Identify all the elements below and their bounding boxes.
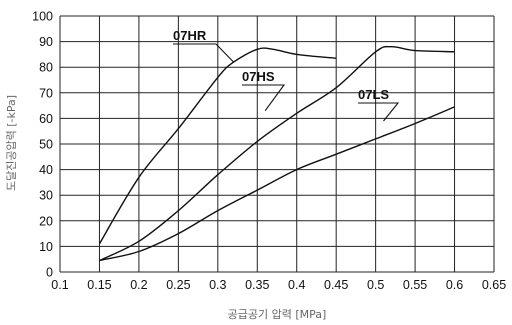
series-leader-07ls [358,102,400,122]
x-tick-label: 0.6 [446,278,463,292]
y-axis-label: 도달진공압력 [-kPa] [5,95,18,191]
x-tick-label: 0.15 [87,278,111,292]
y-tick-label: 90 [39,35,53,49]
x-axis-label: 공급공기 압력 [MPa] [228,308,327,321]
y-tick-label: 20 [39,214,53,228]
series-label-07hs: 07HS [242,69,275,84]
series-lines [98,45,455,262]
series-line-07ls [99,106,455,262]
y-tick-label: 80 [39,61,53,75]
series-labels: 07HR 07HS 07LS [173,28,400,122]
y-tick-label: 60 [39,112,53,126]
y-tick-labels: 0 10 20 30 40 50 60 70 80 90 100 [32,10,53,280]
x-tick-labels: 0.1 0.15 0.2 0.25 0.3 0.35 0.4 0.45 0.5 0.55 0.6 0.… [51,278,506,292]
x-tick-label: 0.55 [403,278,427,292]
y-tick-label: 30 [39,189,53,203]
y-tick-label: 0 [46,266,53,280]
x-tick-label: 0.25 [166,278,190,292]
x-tick-label: 0.65 [482,278,506,292]
series-label-07ls: 07LS [358,87,389,102]
x-tick-label: 0.5 [367,278,384,292]
y-tick-label: 10 [39,240,53,254]
x-tick-label: 0.1 [51,278,68,292]
series-leader-07hr [173,43,234,63]
y-tick-label: 50 [39,138,53,152]
x-tick-label: 0.3 [209,278,226,292]
series-label-07hr: 07HR [173,28,207,43]
series-line-07hs [99,45,455,262]
series-leader-07hs [242,84,286,112]
y-tick-label: 40 [39,163,53,177]
x-tick-label: 0.2 [130,278,147,292]
y-tick-label: 100 [32,10,53,24]
x-tick-label: 0.35 [245,278,269,292]
x-tick-label: 0.4 [288,278,305,292]
grid [59,15,495,273]
y-tick-label: 70 [39,86,53,100]
x-tick-label: 0.45 [324,278,348,292]
